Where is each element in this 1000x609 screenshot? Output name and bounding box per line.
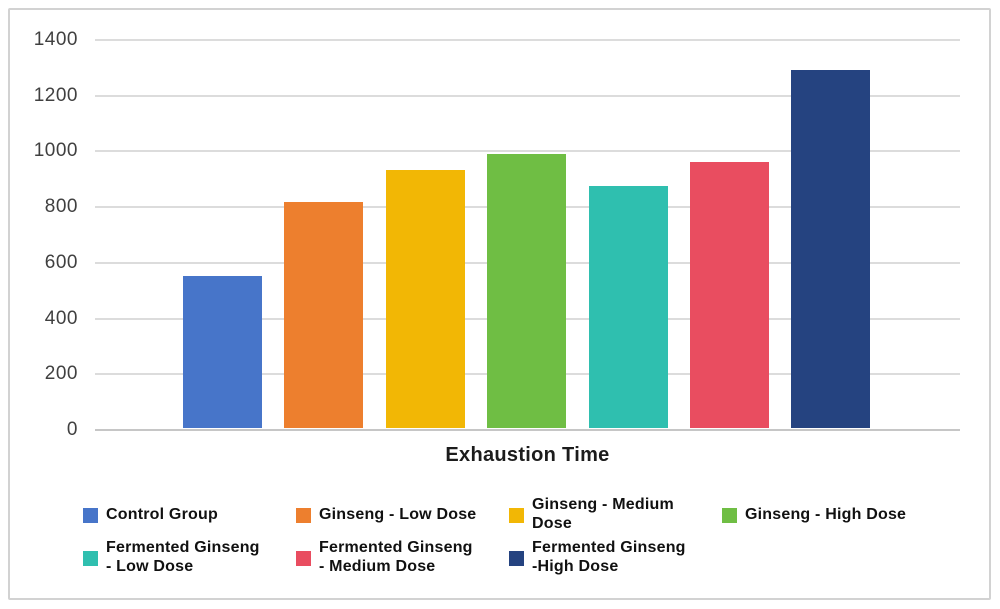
x-axis-title: Exhaustion Time [445, 444, 610, 466]
y-tick-label-600: 600 [44, 251, 78, 273]
legend-swatch-icon [296, 507, 311, 523]
y-tick-label-1000: 1000 [33, 140, 78, 162]
legend-label: Fermented Ginseng - Medium Dose [319, 539, 473, 575]
bar-fermented-ginseng-high-dose [791, 70, 870, 428]
gridline-1400 [95, 39, 960, 41]
bar-ginseng-high-dose [487, 154, 566, 428]
y-tick-label-1400: 1400 [33, 29, 78, 50]
legend-swatch-icon [296, 550, 311, 566]
legend-swatch-icon [509, 550, 524, 566]
legend-label: Fermented Ginseng -High Dose [532, 539, 686, 575]
legend-label: Ginseng - Medium Dose [532, 496, 674, 532]
legend-swatch-icon [722, 507, 737, 523]
y-tick-label-400: 400 [44, 307, 78, 329]
legend-item-fermented-ginseng-medium-dose: Fermented Ginseng - Medium Dose [296, 539, 509, 577]
legend-item-fermented-ginseng-low-dose: Fermented Ginseng - Low Dose [83, 539, 296, 577]
legend-item-control-group: Control Group [83, 496, 296, 534]
bar-fermented-ginseng-medium-dose [690, 162, 769, 428]
gridline-0 [95, 429, 960, 431]
y-tick-label-200: 200 [44, 363, 78, 385]
legend-label: Fermented Ginseng - Low Dose [106, 539, 260, 575]
legend-label: Ginseng - Low Dose [319, 505, 477, 523]
legend-item-fermented-ginseng-high-dose: Fermented Ginseng -High Dose [509, 539, 722, 577]
legend-item-ginseng-medium-dose: Ginseng - Medium Dose [509, 496, 722, 534]
legend-item-ginseng-high-dose: Ginseng - High Dose [722, 496, 935, 534]
legend: Control Group Ginseng - Low Dose Ginseng -… [83, 496, 963, 577]
gridline-1200 [95, 94, 960, 97]
legend-label: Control Group [106, 505, 218, 523]
bar-fermented-ginseng-low-dose [589, 186, 668, 428]
y-tick-label-800: 800 [44, 196, 78, 218]
y-tick-label-1200: 1200 [33, 84, 78, 106]
bar-ginseng-low-dose [284, 202, 363, 428]
plot-area [95, 39, 960, 431]
legend-swatch-icon [509, 507, 524, 523]
legend-label: Ginseng - High Dose [745, 505, 907, 523]
y-tick-label-0: 0 [66, 419, 78, 440]
legend-item-ginseng-low-dose: Ginseng - Low Dose [296, 496, 509, 534]
bar-control-group [183, 276, 262, 428]
legend-swatch-icon [83, 507, 98, 523]
y-axis: 0 200 400 600 800 1000 1200 1400 [0, 0, 78, 440]
gridline-1000 [95, 150, 960, 153]
legend-swatch-icon [83, 550, 98, 566]
bar-ginseng-medium-dose [386, 170, 465, 428]
